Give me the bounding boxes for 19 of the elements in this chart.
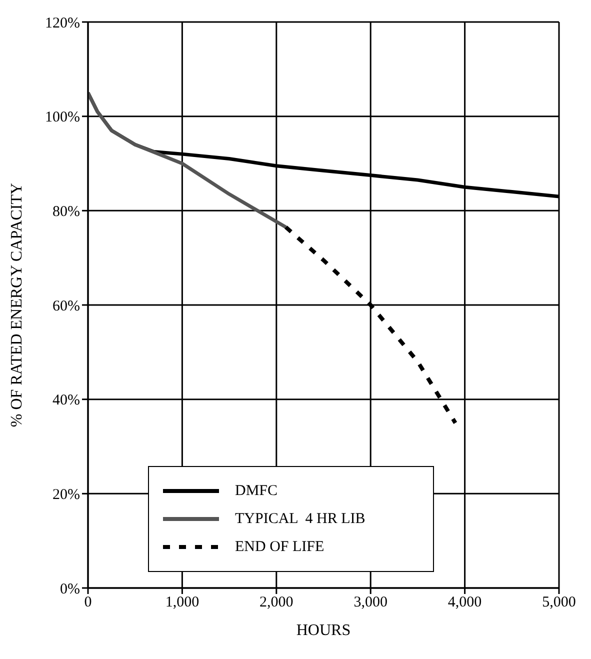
x-tick-label: 2,000 bbox=[260, 594, 294, 611]
x-tick-label: 1,000 bbox=[165, 594, 200, 611]
x-tick-label: 0 bbox=[84, 594, 92, 611]
y-tick-label: 80% bbox=[52, 204, 80, 220]
legend-label: END OF LIFE bbox=[235, 538, 324, 556]
y-axis-title: % OF RATED ENERGY CAPACITY bbox=[8, 182, 26, 428]
legend-label: TYPICAL 4 HR LIB bbox=[235, 510, 366, 528]
y-tick-label: 120% bbox=[45, 15, 80, 32]
x-tick-label: 5,000 bbox=[542, 594, 576, 611]
x-tick-label: 4,000 bbox=[448, 594, 482, 611]
y-tick-label: 60% bbox=[52, 298, 80, 314]
x-axis-title: HOURS bbox=[296, 622, 351, 639]
legend-label: DMFC bbox=[235, 482, 278, 500]
y-tick-label: 100% bbox=[45, 110, 80, 126]
x-tick-label: 3,000 bbox=[354, 594, 388, 611]
line-series bbox=[88, 91, 288, 229]
y-tick-label: 0% bbox=[60, 581, 80, 598]
y-tick-label: 20% bbox=[52, 486, 80, 503]
y-tick-label: 40% bbox=[52, 392, 80, 409]
